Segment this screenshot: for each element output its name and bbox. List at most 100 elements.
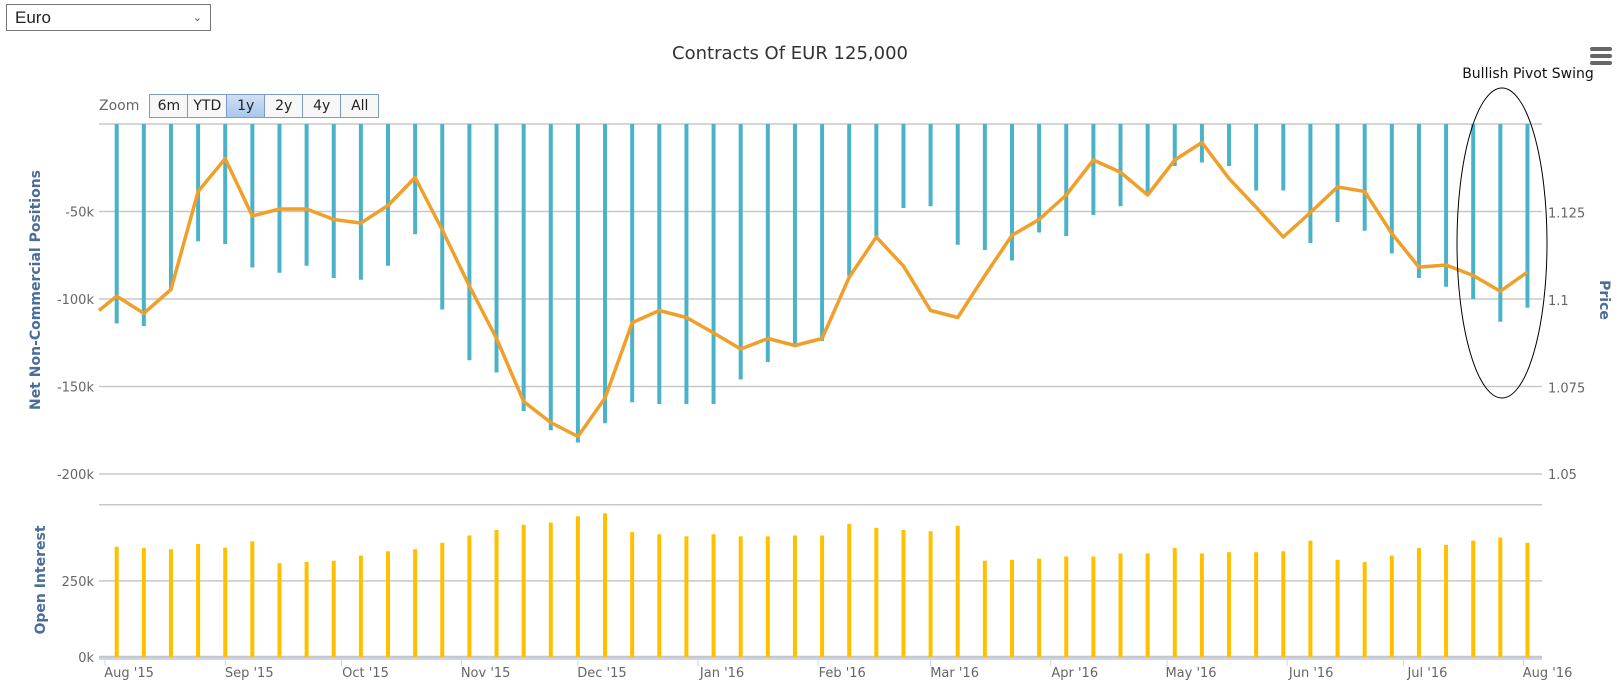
net-position-bar xyxy=(901,124,906,208)
x-tick-label: Apr '16 xyxy=(1051,666,1098,681)
open-interest-bar xyxy=(738,536,743,657)
net-position-bar xyxy=(792,124,797,345)
axes: -50k -100k -150k -200k 1.125 1.1 1.075 1.05 0k 25… xyxy=(28,170,1612,681)
open-interest-bar xyxy=(1091,556,1096,657)
open-interest-bar xyxy=(1037,558,1042,657)
net-position-bar xyxy=(1416,124,1421,278)
net-position-bar xyxy=(955,124,960,245)
open-interest-bar xyxy=(1525,542,1530,657)
y-tick-label: -100k xyxy=(57,293,95,308)
open-interest-bar xyxy=(1227,552,1232,657)
net-position-bar xyxy=(1254,124,1259,191)
price-tick-label: 1.1 xyxy=(1548,294,1569,309)
net-position-bar xyxy=(657,124,662,404)
y-tick-label: -200k xyxy=(57,468,95,483)
net-position-bar xyxy=(1037,124,1042,233)
chevron-down-icon: ⌄ xyxy=(192,12,202,24)
open-interest-bar xyxy=(141,547,146,657)
x-tick-label: Mar '16 xyxy=(930,666,979,681)
x-tick-label: Jul '16 xyxy=(1406,666,1447,681)
net-position-bar xyxy=(1444,124,1449,287)
currency-select[interactable]: Euro ⌄ xyxy=(6,4,211,31)
net-position-bar xyxy=(630,124,635,403)
net-positions-bars xyxy=(114,124,1530,443)
net-position-bar xyxy=(250,124,255,268)
open-interest-bar xyxy=(1389,555,1394,657)
net-position-bar xyxy=(1498,124,1503,322)
open-interest-bar xyxy=(548,522,553,657)
zoom-button-4y[interactable]: 4y xyxy=(303,95,342,117)
x-tick-label: Feb '16 xyxy=(819,666,866,681)
net-position-bar xyxy=(1281,124,1286,191)
open-interest-bar xyxy=(250,541,255,657)
open-interest-bar xyxy=(1471,540,1476,657)
annotation-ellipse xyxy=(1456,87,1548,399)
price-axis-title: Price xyxy=(1596,280,1612,320)
net-position-bar xyxy=(820,124,825,341)
net-position-bar xyxy=(874,124,879,236)
net-position-bar xyxy=(277,124,282,273)
open-interest-bar xyxy=(467,535,472,657)
open-interest-bar xyxy=(223,547,228,657)
price-line xyxy=(97,140,1529,439)
net-position-bar xyxy=(982,124,987,250)
y-tick-label: -50k xyxy=(65,206,94,221)
net-position-bar xyxy=(196,124,201,242)
zoom-button-ytd[interactable]: YTD xyxy=(188,95,228,117)
annotation-label: Bullish Pivot Swing xyxy=(1462,66,1594,82)
open-interest-bar xyxy=(114,546,119,657)
open-interest-bar xyxy=(1118,553,1123,657)
zoom-button-1y[interactable]: 1y xyxy=(227,95,266,117)
open-interest-bar xyxy=(1009,559,1014,657)
zoom-button-6m[interactable]: 6m xyxy=(150,95,189,117)
open-interest-bar xyxy=(982,560,987,657)
open-interest-bar xyxy=(304,561,309,657)
open-interest-bar xyxy=(820,535,825,657)
x-tick-label: Aug '15 xyxy=(104,666,154,681)
net-position-bar xyxy=(1227,124,1232,166)
open-interest-bars xyxy=(114,513,1530,657)
open-interest-bar xyxy=(1444,544,1449,657)
net-position-bar xyxy=(738,124,743,380)
open-interest-bar xyxy=(792,535,797,657)
open-interest-bar xyxy=(521,524,526,657)
net-position-bar xyxy=(494,124,499,373)
open-interest-bar xyxy=(684,536,689,657)
open-interest-bar xyxy=(386,551,390,657)
oi-tick-label: 250k xyxy=(62,575,95,590)
open-interest-bar xyxy=(196,543,201,657)
net-position-bar xyxy=(1389,124,1394,254)
open-interest-bar xyxy=(1416,547,1421,657)
net-position-bar xyxy=(1525,124,1530,308)
hamburger-menu-icon[interactable] xyxy=(1590,47,1612,67)
open-interest-bar xyxy=(901,529,906,657)
open-interest-bar xyxy=(955,525,960,657)
net-position-bar xyxy=(575,124,580,443)
price-tick-label: 1.05 xyxy=(1548,468,1577,483)
open-interest-bar xyxy=(1362,561,1367,657)
zoom-button-all[interactable]: All xyxy=(341,95,379,117)
net-position-bar xyxy=(1362,124,1367,231)
zoom-range-selector: Zoom 6m YTD 1y 2y 4y All xyxy=(99,94,380,118)
price-tick-label: 1.125 xyxy=(1548,207,1585,222)
open-interest-bar xyxy=(630,532,635,657)
net-position-bar xyxy=(1172,124,1177,166)
net-position-bar xyxy=(1009,124,1014,261)
net-position-bar xyxy=(304,124,309,266)
net-position-bar xyxy=(847,124,852,277)
net-position-bar xyxy=(1091,124,1096,215)
zoom-button-2y[interactable]: 2y xyxy=(265,95,304,117)
net-position-bar xyxy=(521,124,526,411)
net-position-bar xyxy=(1064,124,1069,236)
net-position-bar xyxy=(168,124,173,289)
x-tick-label: Jan '16 xyxy=(699,666,744,681)
open-interest-bar xyxy=(1145,553,1150,657)
net-position-bar xyxy=(331,124,336,278)
x-tick-label: Nov '15 xyxy=(461,666,511,681)
annotation: Bullish Pivot Swing xyxy=(1456,66,1594,399)
net-position-bar xyxy=(711,124,716,404)
x-tick-label: Jun '16 xyxy=(1288,666,1334,681)
open-interest-bar xyxy=(1308,540,1313,657)
x-tick-label: Oct '15 xyxy=(342,666,389,681)
